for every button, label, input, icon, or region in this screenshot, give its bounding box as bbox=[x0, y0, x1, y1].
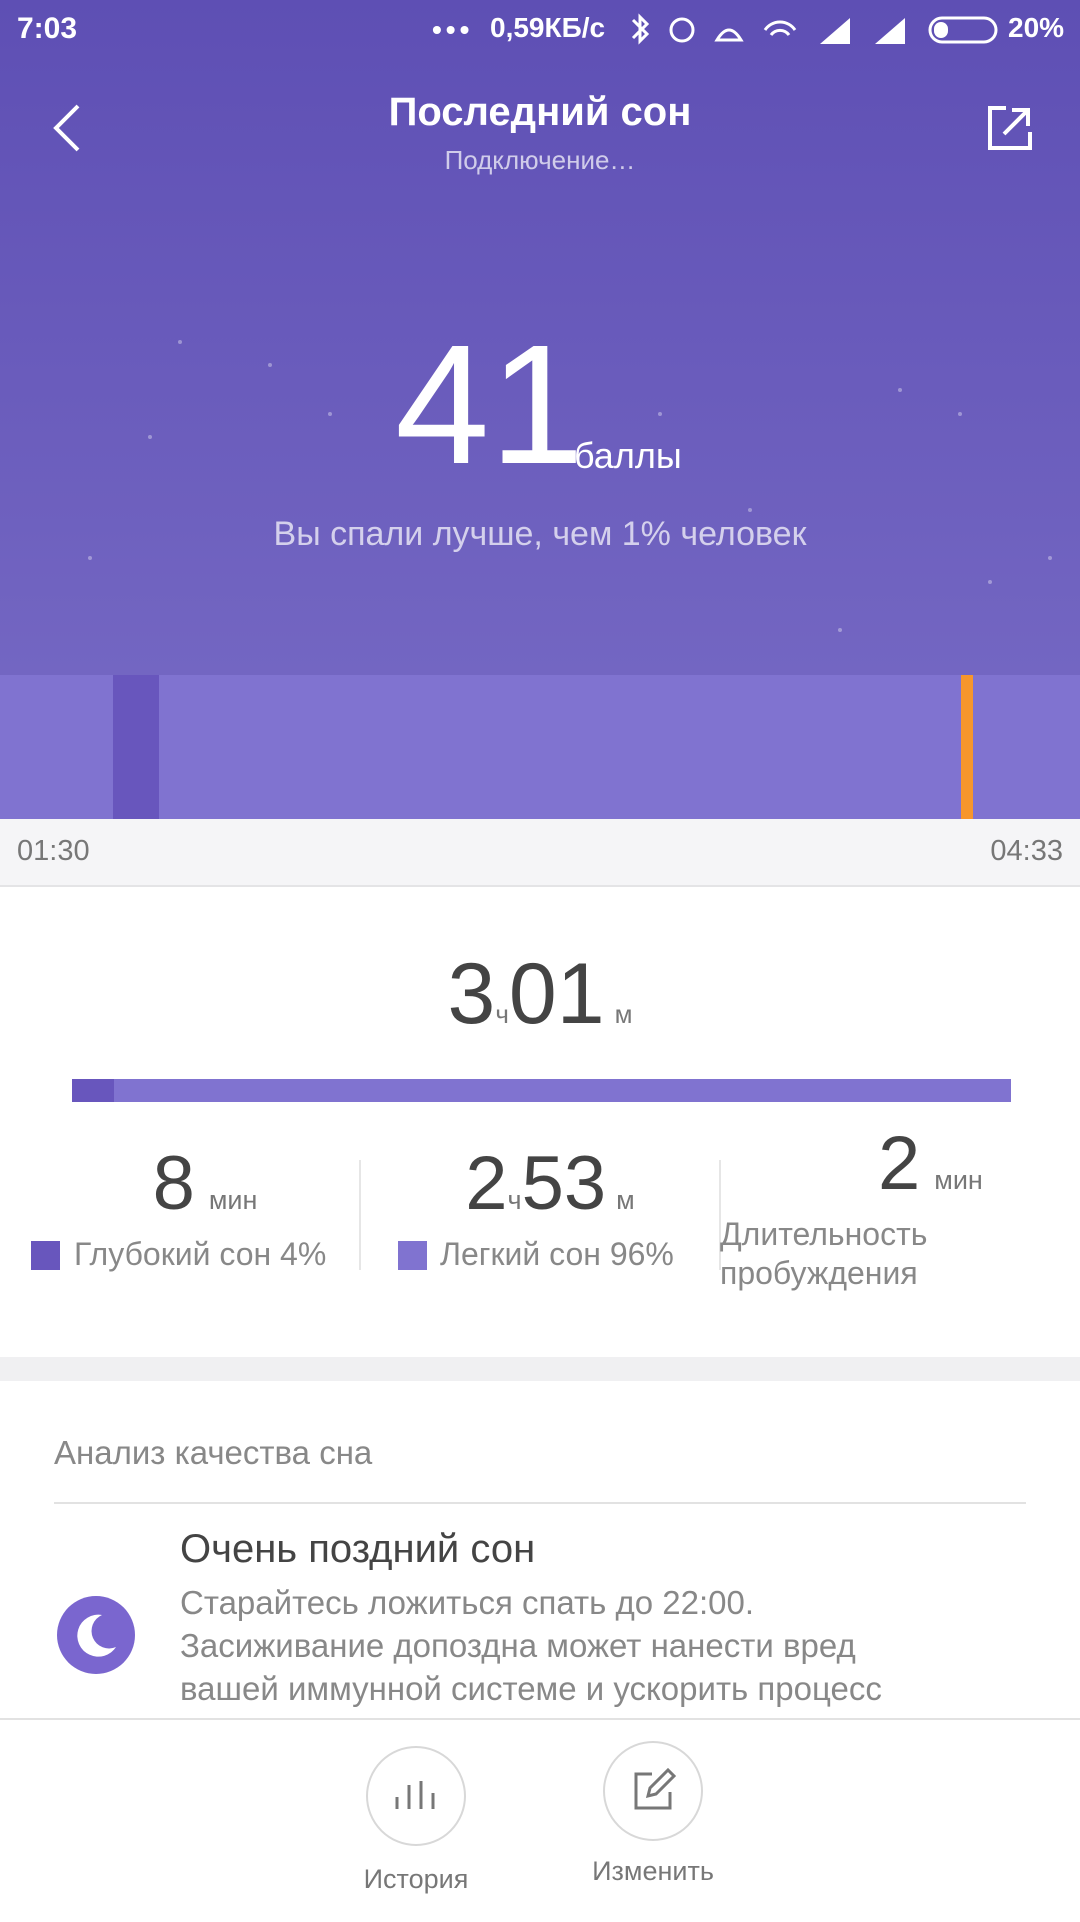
stat-minutes-unit: м bbox=[616, 1185, 635, 1215]
duration-bar bbox=[72, 1079, 1011, 1102]
light-sleep-duration: 2ч53 м bbox=[465, 1140, 634, 1227]
analysis-divider bbox=[54, 1502, 1026, 1504]
timeline-start: 01:30 bbox=[17, 835, 90, 867]
timeline-end: 04:33 bbox=[990, 835, 1063, 867]
stat-label: Длительность пробуждения bbox=[720, 1216, 928, 1291]
history-button[interactable] bbox=[365, 1745, 467, 1847]
star bbox=[988, 580, 992, 584]
section-separator bbox=[0, 1357, 1080, 1381]
analysis-item-text: Засиживание допоздна может нанести вред bbox=[180, 1627, 856, 1664]
edit-button[interactable] bbox=[602, 1740, 704, 1842]
score-comparison: Вы спали лучше, чем 1% человек bbox=[273, 515, 807, 553]
analysis-item-text: Старайтесь ложиться спать до 22:00. bbox=[180, 1584, 754, 1621]
star bbox=[898, 388, 902, 392]
score-unit: баллы bbox=[574, 435, 682, 476]
stat-label: Глубокий сон 4% bbox=[74, 1236, 327, 1272]
share-button[interactable] bbox=[986, 104, 1034, 152]
status-dots: ••• bbox=[432, 14, 474, 45]
star bbox=[268, 363, 272, 367]
timeline-axis bbox=[0, 819, 1080, 887]
page-subtitle: Подключение… bbox=[444, 145, 636, 175]
analysis-item-title: Очень поздний сон bbox=[180, 1527, 536, 1571]
bottom-bar bbox=[0, 1718, 1080, 1922]
back-button[interactable] bbox=[48, 100, 88, 156]
battery-icon bbox=[928, 16, 998, 44]
network-speed: 0,59КБ/с bbox=[490, 12, 606, 43]
total-hours-unit: ч bbox=[495, 999, 509, 1029]
sleep-timeline bbox=[0, 675, 1080, 819]
star bbox=[748, 508, 752, 512]
stat-label: Легкий сон 96% bbox=[440, 1236, 674, 1272]
header-background bbox=[0, 0, 1080, 675]
score-value: 41 bbox=[395, 310, 585, 500]
stat-value: 2 bbox=[878, 1121, 921, 1206]
star bbox=[178, 340, 182, 344]
edit-label[interactable]: Изменить bbox=[592, 1856, 714, 1886]
analysis-title: Анализ качества сна bbox=[54, 1434, 373, 1471]
stat-minutes: 53 bbox=[521, 1141, 607, 1226]
light-sleep-swatch bbox=[398, 1241, 427, 1270]
deep-sleep-segment bbox=[113, 675, 159, 819]
total-hours: 3 bbox=[447, 946, 496, 1042]
star bbox=[958, 412, 962, 416]
stat-value: 8 bbox=[152, 1141, 195, 1226]
star bbox=[88, 556, 92, 560]
star bbox=[328, 412, 332, 416]
page-title: Последний сон bbox=[388, 90, 692, 134]
awake-segment bbox=[961, 675, 973, 819]
stat-hours: 2 bbox=[465, 1141, 508, 1226]
total-minutes-unit: м bbox=[614, 999, 633, 1029]
total-duration: 3ч01 м bbox=[448, 945, 633, 1044]
awake-duration: 2 мин bbox=[878, 1120, 983, 1207]
star bbox=[1048, 556, 1052, 560]
analysis-item-text: вашей иммунной системе и ускорить процес… bbox=[180, 1670, 882, 1707]
stat-hours-unit: ч bbox=[507, 1185, 522, 1215]
divider bbox=[719, 1160, 721, 1270]
status-time: 7:03 bbox=[17, 12, 78, 45]
stat-unit: мин bbox=[934, 1165, 983, 1195]
battery-level: 20% bbox=[1008, 12, 1065, 43]
deep-sleep-swatch bbox=[31, 1241, 60, 1270]
star bbox=[838, 628, 842, 632]
divider bbox=[359, 1160, 361, 1270]
moon-icon bbox=[57, 1596, 135, 1674]
deep-sleep-bar bbox=[72, 1079, 114, 1102]
stat-unit: мин bbox=[208, 1185, 258, 1215]
star bbox=[148, 435, 152, 439]
deep-sleep-duration: 8 мин bbox=[153, 1140, 258, 1227]
star bbox=[658, 412, 662, 416]
total-minutes: 01 bbox=[508, 946, 605, 1042]
history-label[interactable]: История bbox=[363, 1864, 469, 1894]
status-icons bbox=[631, 13, 905, 45]
